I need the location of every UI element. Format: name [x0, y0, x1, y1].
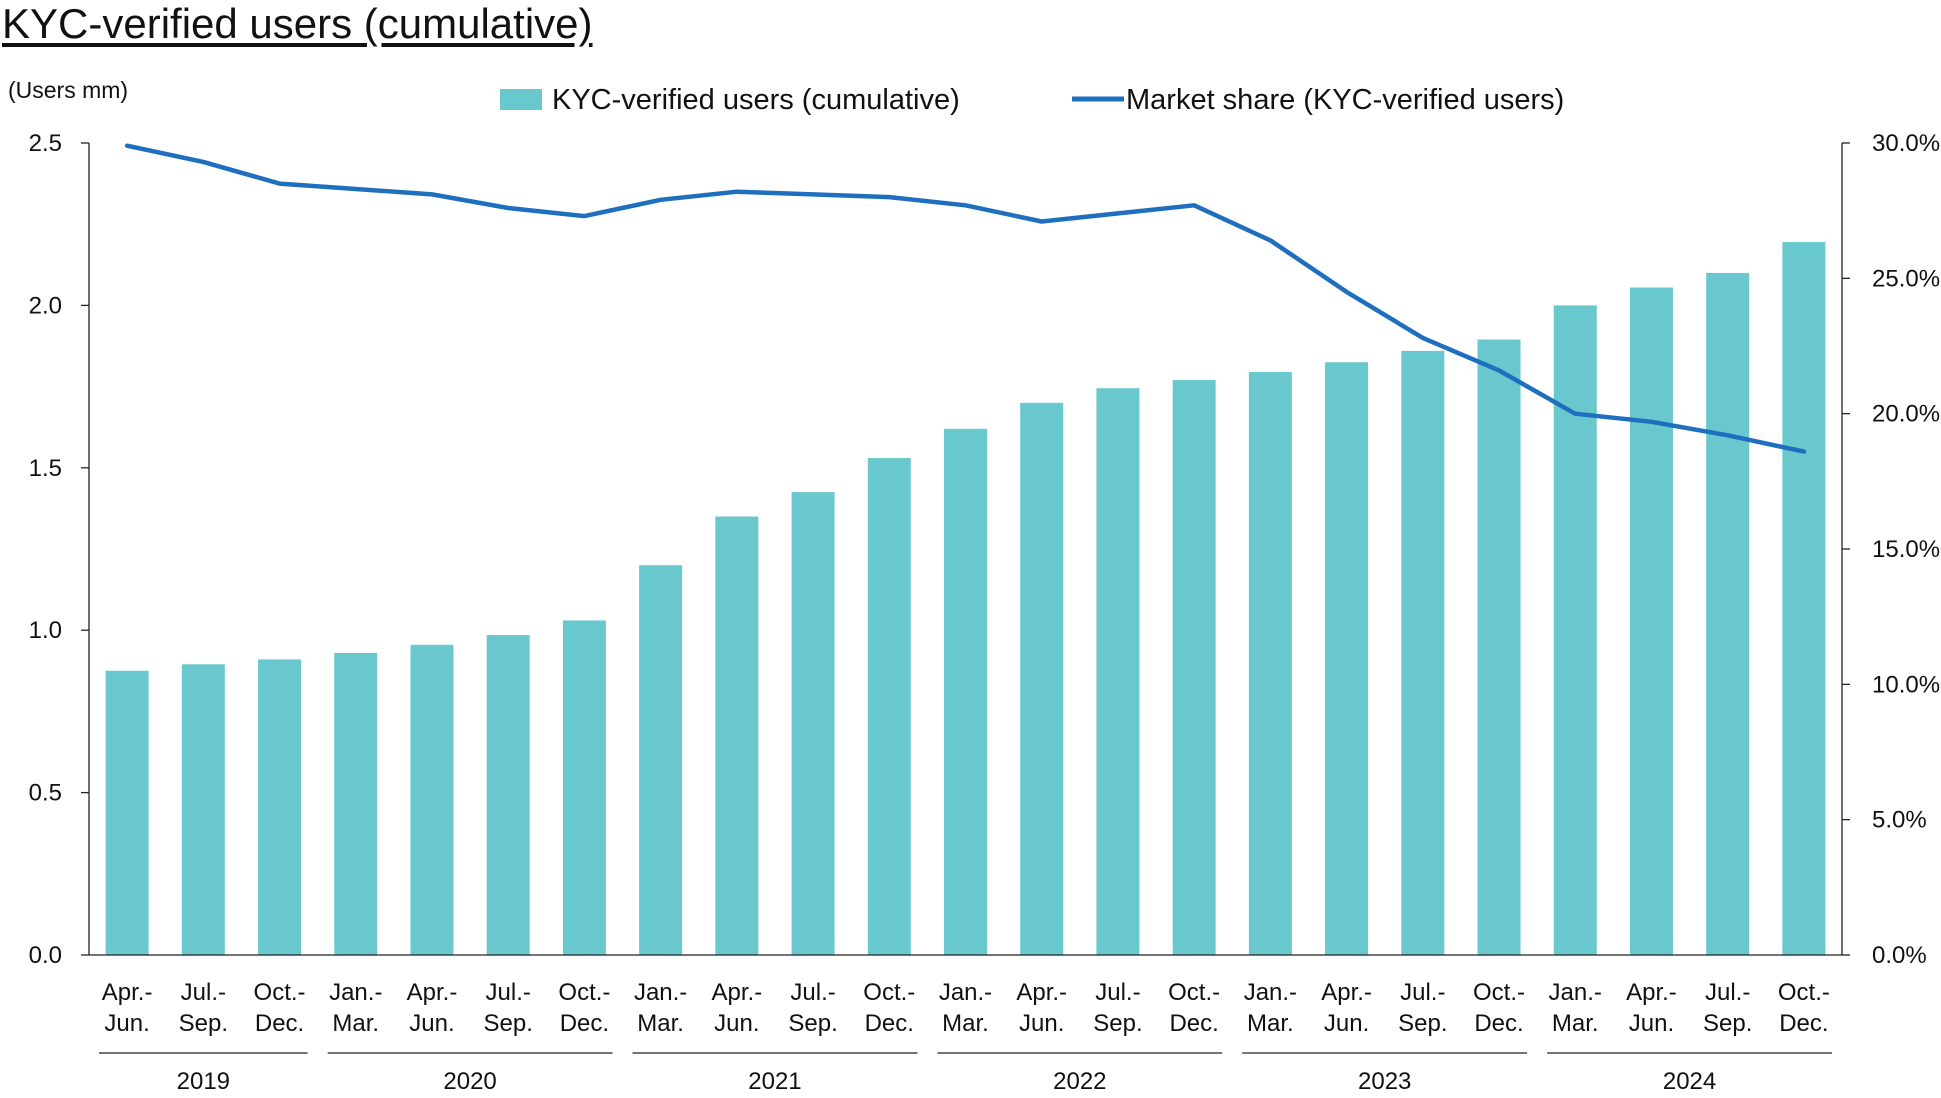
- x-tick-label-line2: Dec.: [1779, 1010, 1828, 1037]
- x-tick-label-line2: Dec.: [1169, 1010, 1218, 1037]
- bar: [1629, 287, 1673, 955]
- x-tick-label-line2: Jun.: [409, 1010, 454, 1037]
- right-tick-label: 20.0%: [1872, 401, 1940, 428]
- bar: [1248, 371, 1292, 955]
- bar: [562, 620, 606, 955]
- year-group-label: 2021: [748, 1068, 801, 1095]
- bar: [639, 565, 683, 955]
- x-tick-label-line2: Mar.: [332, 1010, 379, 1037]
- y-left-unit: (Users mm): [8, 77, 128, 103]
- x-tick-label-line1: Apr.-: [407, 979, 458, 1006]
- market-share-line: [124, 143, 1807, 454]
- x-tick-label-line2: Mar.: [942, 1010, 989, 1037]
- x-tick-label-line1: Jul.-: [790, 979, 835, 1006]
- right-tick-label: 0.0%: [1872, 942, 1927, 969]
- right-tick-label: 30.0%: [1872, 130, 1940, 157]
- left-tick-label: 1.0: [29, 617, 62, 644]
- legend-bar-label: KYC-verified users (cumulative): [552, 84, 960, 116]
- bar: [1706, 272, 1750, 955]
- year-group-label: 2019: [177, 1068, 230, 1095]
- legend-line-label: Market share (KYC-verified users): [1126, 84, 1564, 116]
- x-tick-label-line1: Jul.-: [486, 979, 531, 1006]
- year-group-label: 2022: [1053, 1068, 1106, 1095]
- bar: [867, 458, 911, 955]
- bar: [334, 652, 378, 955]
- bar: [1172, 380, 1216, 955]
- x-tick-label-line2: Jun.: [104, 1010, 149, 1037]
- chart-title: KYC-verified users (cumulative): [2, 0, 593, 47]
- x-tick-label-line1: Oct.-: [558, 979, 610, 1006]
- x-tick-label-line1: Jul.-: [1400, 979, 1445, 1006]
- left-tick-label: 0.0: [29, 942, 62, 969]
- x-tick-label-line2: Dec.: [255, 1010, 304, 1037]
- bar: [410, 644, 454, 955]
- bars-group: [105, 242, 1826, 956]
- year-group-label: 2024: [1663, 1068, 1716, 1095]
- bar: [715, 516, 759, 955]
- legend-bar-swatch: [500, 89, 542, 110]
- x-tick-label-line1: Jan.-: [634, 979, 687, 1006]
- bar: [944, 428, 987, 956]
- x-tick-label-line2: Sep.: [788, 1010, 837, 1037]
- right-tick-label: 15.0%: [1872, 536, 1940, 563]
- x-tick-label-line1: Jan.-: [1549, 979, 1602, 1006]
- left-tick-label: 2.5: [29, 130, 62, 157]
- x-tick-label-line1: Jul.-: [1095, 979, 1140, 1006]
- x-tick-label-line2: Jun.: [1324, 1010, 1369, 1037]
- bar: [1325, 362, 1369, 955]
- year-group-label: 2020: [443, 1068, 496, 1095]
- left-tick-label: 1.5: [29, 455, 62, 482]
- left-tick-label: 0.5: [29, 780, 62, 807]
- bar: [1401, 350, 1445, 955]
- x-tick-label-line2: Dec.: [865, 1010, 914, 1037]
- bar: [258, 659, 302, 955]
- x-tick-label-line2: Jun.: [714, 1010, 759, 1037]
- x-tick-label-line2: Sep.: [1398, 1010, 1447, 1037]
- x-tick-label-line1: Apr.-: [1016, 979, 1067, 1006]
- x-tick-label-line1: Apr.-: [102, 979, 153, 1006]
- x-tick-label-line2: Mar.: [1247, 1010, 1294, 1037]
- x-tick-label-line1: Apr.-: [712, 979, 763, 1006]
- right-tick-label: 10.0%: [1872, 671, 1940, 698]
- x-tick-label-line1: Jan.-: [939, 979, 992, 1006]
- x-tick-label-line1: Apr.-: [1321, 979, 1372, 1006]
- x-tick-label-line2: Sep.: [1093, 1010, 1142, 1037]
- x-tick-label-line2: Mar.: [637, 1010, 684, 1037]
- x-tick-label-line1: Apr.-: [1626, 979, 1677, 1006]
- x-tick-label-line1: Oct.-: [1168, 979, 1220, 1006]
- bar: [105, 670, 149, 955]
- x-tick-label-line1: Oct.-: [863, 979, 915, 1006]
- axes-group: [81, 142, 1850, 1054]
- line-group: [124, 143, 1807, 454]
- right-tick-label: 5.0%: [1872, 807, 1927, 834]
- x-tick-label-line2: Sep.: [179, 1010, 228, 1037]
- x-tick-label-line2: Sep.: [1703, 1010, 1752, 1037]
- year-group-label: 2023: [1358, 1068, 1411, 1095]
- x-tick-label-line1: Jul.-: [181, 979, 226, 1006]
- bar: [181, 664, 225, 955]
- x-tick-label-line2: Dec.: [1474, 1010, 1523, 1037]
- x-tick-label-line2: Dec.: [560, 1010, 609, 1037]
- labels-group: 0.0 0.5 1.0 1.5 2.0 2.5 0.0% 5.0% 10.0% 15.0% 20.0…: [8, 77, 1940, 1095]
- x-tick-label-line1: Jan.-: [329, 979, 382, 1006]
- x-tick-label-line1: Jul.-: [1705, 979, 1750, 1006]
- bar: [1477, 339, 1521, 955]
- x-tick-label-line1: Oct.-: [1778, 979, 1830, 1006]
- bar: [791, 492, 835, 955]
- x-tick-label-line2: Jun.: [1019, 1010, 1064, 1037]
- x-tick-label-line1: Jan.-: [1244, 979, 1297, 1006]
- bar: [1782, 242, 1826, 956]
- x-tick-label-line2: Jun.: [1629, 1010, 1674, 1037]
- legend: KYC-verified users (cumulative) Market sh…: [500, 84, 1564, 116]
- x-tick-label-line2: Mar.: [1552, 1010, 1599, 1037]
- bar: [486, 635, 530, 955]
- x-tick-label-line1: Oct.-: [254, 979, 306, 1006]
- x-tick-label-line2: Sep.: [484, 1010, 533, 1037]
- x-tick-label-line1: Oct.-: [1473, 979, 1525, 1006]
- bar: [1096, 388, 1140, 955]
- bar: [1020, 402, 1064, 956]
- left-tick-label: 2.0: [29, 292, 62, 319]
- right-tick-label: 25.0%: [1872, 265, 1940, 292]
